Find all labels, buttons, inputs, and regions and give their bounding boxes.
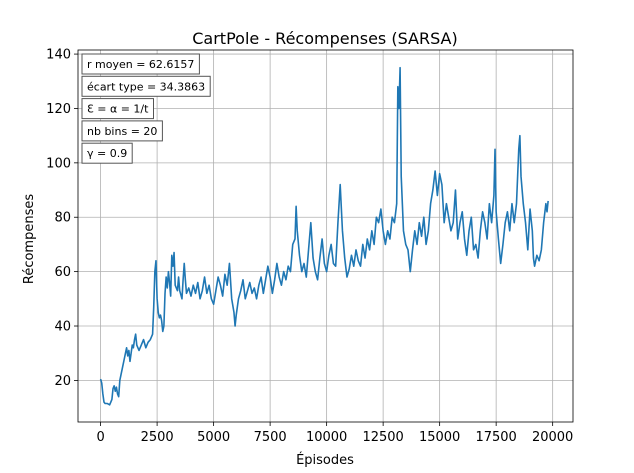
annotation-text: écart type = 34.3863 (87, 80, 205, 93)
annotation-frame (81, 53, 200, 75)
annotation-box: écart type = 34.3863 (81, 75, 211, 97)
annotation-frame (81, 142, 133, 164)
y-tick-label: 140 (46, 48, 71, 63)
x-tick-label: 7500 (254, 430, 287, 445)
axes-frame (77, 49, 574, 423)
annotation-frame (81, 75, 211, 97)
annotation-box: Ɛ = α = 1/t (81, 98, 154, 120)
annotation-box: nb bins = 20 (81, 120, 163, 142)
y-axis-title: Récompenses (22, 194, 37, 284)
annotation-box: r moyen = 62.6157 (81, 53, 200, 75)
y-tick-label: 20 (54, 374, 71, 389)
x-tick-label: 12500 (362, 430, 403, 445)
annotation-text: γ = 0.9 (87, 147, 127, 160)
annotation-text: r moyen = 62.6157 (87, 58, 194, 71)
y-tick-label: 120 (46, 102, 71, 117)
x-tick-label: 10000 (306, 430, 347, 445)
grid (78, 50, 573, 422)
x-axis-title: Épisodes (296, 452, 354, 468)
x-tick-label: 2500 (141, 430, 174, 445)
y-tick-label: 40 (54, 320, 71, 335)
x-tick-label: 5000 (197, 430, 230, 445)
y-tick-label: 100 (46, 156, 71, 171)
annotation-frame (81, 98, 154, 120)
y-tick-label: 60 (54, 265, 71, 280)
annotation-text: Ɛ = α = 1/t (87, 103, 149, 116)
y-tick-label: 80 (54, 211, 71, 226)
annotation-frame (81, 120, 163, 142)
reward-series-line (99, 66, 549, 406)
x-tick-label: 17500 (475, 430, 516, 445)
x-axis-ticks: 0 2500 5000 7500 10000 12500 15000 17500 20000 (96, 422, 573, 445)
stats-annotations: r moyen = 62.6157 écart type = 34.3863 Ɛ =… (81, 53, 211, 164)
chart-title: CartPole - Récompenses (SARSA) (192, 29, 457, 48)
x-tick-label: 20000 (532, 430, 573, 445)
annotation-box: γ = 0.9 (81, 142, 133, 164)
y-axis-ticks: 20 40 60 80 100 120 140 (46, 48, 78, 389)
annotation-text: nb bins = 20 (87, 125, 157, 138)
x-tick-label: 0 (96, 430, 104, 445)
x-tick-label: 15000 (419, 430, 460, 445)
plot-area (99, 66, 549, 406)
